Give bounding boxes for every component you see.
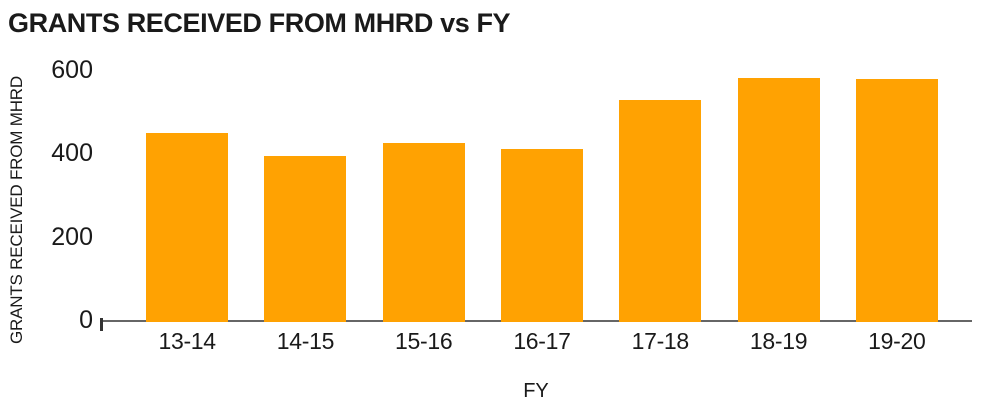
bar-15-16[interactable] [382,142,465,322]
y-tick-label: 200 [51,222,93,251]
x-tick-label: 16-17 [513,328,571,354]
plot-area: 0 200 400 600 13-14 14-15 15-16 16-17 17-18 18-1… [51,57,972,354]
bar-19-20[interactable] [855,79,938,322]
chart-title: GRANTS RECEIVED FROM MHRD vs FY [8,8,511,38]
x-tick-label: 18-19 [749,328,808,354]
bar-13-14[interactable] [146,132,229,322]
bar-slot [246,70,364,322]
y-tick-label: 400 [51,139,93,168]
bar-slot [719,70,837,322]
x-tick-label: 15-16 [395,328,453,354]
axis-origin-tick [100,318,103,331]
y-tick-label: 600 [51,56,93,84]
bar-slot [483,70,601,322]
y-tick-label: 0 [79,306,93,334]
x-axis-title: FY [523,380,549,402]
bar-slot [128,70,246,322]
bar-slot [601,70,719,322]
bars-container [128,70,956,322]
bar-16-17[interactable] [500,149,583,322]
x-tick-label: 17-18 [631,328,690,354]
x-tick-label: 13-14 [158,328,216,354]
x-tick-label: 14-15 [276,328,335,354]
bar-slot [365,70,483,322]
x-axis-tick-labels: 13-14 14-15 15-16 16-17 17-18 18-19 19-20 [128,328,956,355]
bar-17-18[interactable] [619,100,702,322]
y-axis-tick-labels: 0 200 400 600 [0,57,93,333]
bar-slot [838,70,956,322]
bar-18-19[interactable] [737,77,820,322]
x-tick-label: 19-20 [868,328,926,354]
bar-14-15[interactable] [264,156,347,322]
